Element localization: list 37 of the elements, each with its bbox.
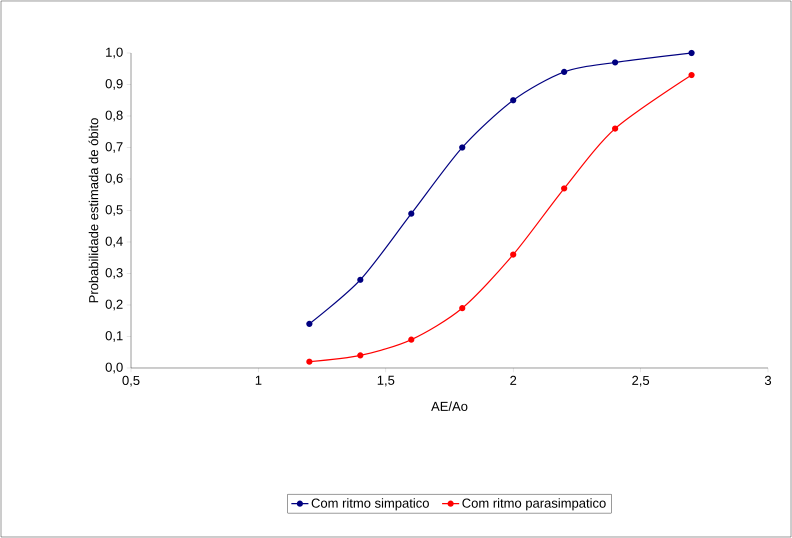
point bbox=[306, 358, 312, 365]
y-tick-label: 0,5 bbox=[106, 205, 123, 216]
legend-label: Com ritmo simpatico bbox=[312, 498, 429, 510]
y-tick-label: 0,9 bbox=[106, 79, 123, 90]
x-tick-label: 2,5 bbox=[632, 376, 650, 387]
point bbox=[306, 320, 312, 327]
y-tick-label: 1,0 bbox=[106, 48, 123, 58]
point bbox=[561, 185, 568, 192]
point bbox=[357, 352, 364, 358]
y-tick-label: 0,4 bbox=[106, 236, 123, 248]
y-tick-label: 0,2 bbox=[106, 300, 123, 310]
y-tick-label: 0,8 bbox=[106, 110, 123, 122]
point bbox=[612, 59, 618, 66]
point bbox=[612, 125, 618, 132]
x-tick-label: 0,5 bbox=[122, 376, 140, 387]
point bbox=[561, 68, 568, 75]
point bbox=[357, 276, 364, 283]
point bbox=[510, 97, 516, 104]
point bbox=[510, 252, 516, 258]
y-tick-label: 0,3 bbox=[106, 268, 123, 279]
y-tick-label: 0,6 bbox=[106, 174, 123, 184]
x-tick-label: 1 bbox=[256, 376, 262, 385]
x-tick-label: 3 bbox=[764, 376, 772, 386]
point bbox=[688, 72, 695, 78]
point bbox=[408, 210, 414, 217]
y-axis-title: Probabilidade estimada de óbito bbox=[88, 118, 98, 302]
legend-label: Com ritmo parasimpatico bbox=[462, 498, 606, 510]
point bbox=[459, 144, 466, 151]
point bbox=[408, 336, 414, 343]
y-tick-label: 0,7 bbox=[106, 142, 123, 153]
point bbox=[459, 305, 466, 312]
x-axis-title: AE/Ao bbox=[431, 401, 468, 411]
point bbox=[688, 50, 695, 56]
x-tick-label: 1,5 bbox=[378, 376, 394, 386]
y-tick-label: 0,0 bbox=[106, 362, 123, 374]
x-tick-label: 2 bbox=[510, 376, 516, 385]
y-tick-label: 0,1 bbox=[106, 331, 123, 342]
